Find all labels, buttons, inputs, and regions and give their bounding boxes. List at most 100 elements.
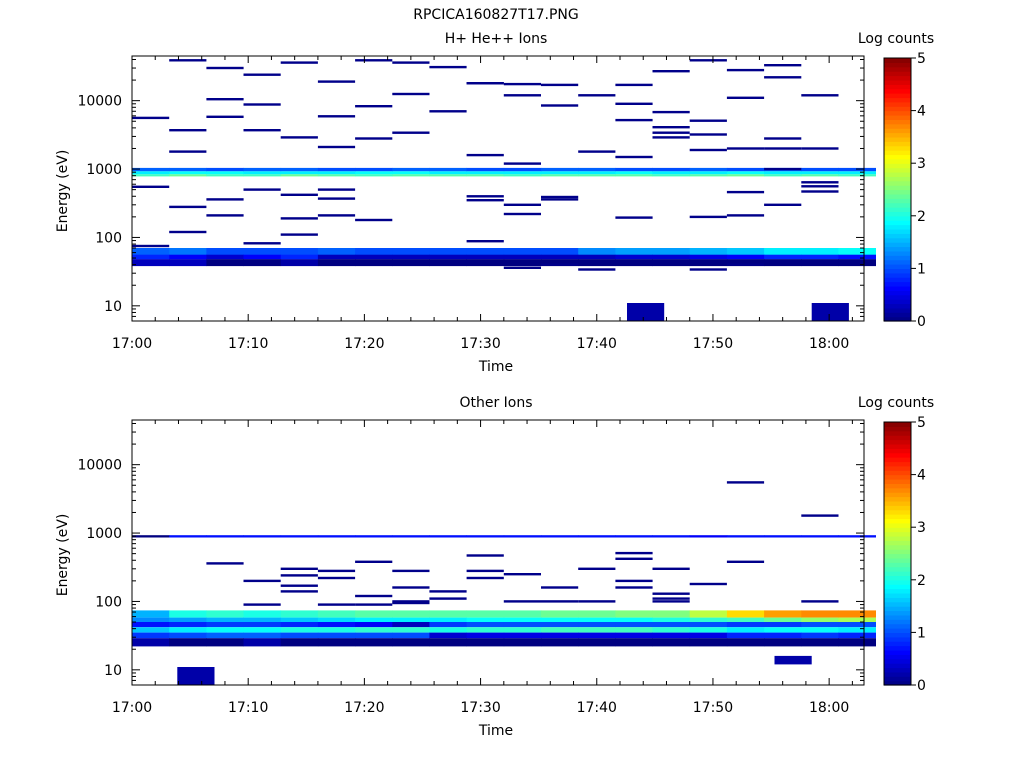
y-ticks: 10 100 1000 10000 [77, 58, 864, 322]
heatmap-cell [764, 259, 802, 267]
heatmap-cell [615, 610, 653, 618]
heatmap-cell [317, 259, 356, 267]
heatmap-cell [280, 590, 318, 593]
y-tick-label: 10000 [77, 94, 122, 110]
heatmap-cell [652, 259, 691, 267]
heatmap-cell [317, 622, 356, 628]
heatmap-cell [541, 622, 579, 628]
colorbar-tick-label: 4 [917, 104, 926, 120]
heatmap-cell [392, 610, 430, 618]
heatmap-cell [280, 171, 319, 175]
heatmap-cell [541, 83, 579, 87]
heatmap-cell [243, 188, 281, 191]
colorbar-segment [884, 645, 911, 651]
heatmap-cell [801, 259, 839, 267]
heatmap-cell [503, 622, 542, 628]
heatmap-cell [243, 254, 282, 260]
heatmap-cell [726, 535, 765, 538]
colorbar-segment [884, 211, 911, 217]
heatmap-cell [764, 632, 802, 639]
heatmap-cell [466, 171, 505, 175]
colorbar-segment [884, 470, 911, 476]
colorbar-segment [884, 422, 911, 427]
heatmap-cell [280, 638, 319, 647]
heatmap-cell [541, 627, 579, 633]
heatmap-cell [726, 214, 765, 217]
colorbar-segment [884, 136, 911, 142]
x-ticks: 17:00 17:10 17:20 17:30 17:40 17:50 18:00 [112, 56, 853, 352]
heatmap-cell [169, 617, 207, 622]
heatmap-cell [355, 259, 393, 267]
colorbar-segment [884, 549, 911, 555]
heatmap-cell [177, 667, 215, 685]
colorbar-segment [884, 312, 911, 318]
heatmap-cell [652, 632, 691, 639]
heatmap-cell [838, 617, 876, 622]
heatmap-cell [280, 193, 318, 196]
colorbar-segment [884, 202, 911, 208]
heatmap-cell [169, 205, 207, 209]
heatmap-cell [206, 617, 244, 622]
colorbar-segment [884, 299, 911, 305]
heatmap-cell [503, 212, 541, 216]
heatmap-cell [429, 171, 467, 175]
colorbar-segment [884, 272, 911, 278]
heatmap-cell [689, 259, 728, 267]
heatmap-cell [206, 638, 244, 647]
heatmap-cell [615, 102, 653, 105]
heatmap-cell [169, 610, 207, 618]
colorbar-segment [884, 465, 911, 471]
colorbar-segment [884, 448, 911, 454]
heatmap-cell [652, 248, 691, 256]
heatmap-cell [355, 627, 393, 633]
heatmap-cell [243, 632, 282, 639]
heatmap-cell [615, 216, 653, 219]
heatmap-cell [392, 535, 430, 538]
heatmap-cell [503, 94, 541, 97]
heatmap-cell [429, 174, 467, 177]
colorbar-tick-label: 3 [917, 520, 926, 536]
heatmap-cell [466, 153, 504, 157]
colorbar-segment [884, 505, 911, 511]
y-tick-label: 100 [95, 230, 122, 246]
heatmap-cell [206, 562, 244, 565]
colorbar-segment [884, 290, 911, 296]
heatmap-cell [280, 632, 319, 639]
heatmap-cell [317, 254, 356, 260]
heatmap-cell [317, 197, 356, 200]
heatmap-cell [801, 185, 839, 188]
heatmap-cell [317, 638, 356, 647]
heatmap-cell [466, 167, 505, 172]
heatmap-cell [503, 171, 542, 175]
heatmap-cell [280, 567, 318, 570]
colorbar-segment [884, 667, 911, 673]
heatmap-cell [689, 171, 728, 175]
colorbar-segment [884, 242, 911, 248]
heatmap-cell [392, 61, 430, 64]
colorbar-segment [884, 119, 911, 125]
heatmap-cell [764, 610, 802, 618]
heatmap-cell [392, 586, 430, 589]
colorbar-segment [884, 597, 911, 603]
colorbar-segment [884, 588, 911, 594]
colorbar-segment [884, 461, 911, 467]
heatmap-cell [615, 167, 653, 172]
colorbar-segment [884, 158, 911, 164]
colorbar-segment [884, 93, 911, 99]
heatmap-cell [206, 248, 244, 256]
heatmap-cell [317, 610, 356, 618]
heatmap-cell [764, 535, 802, 538]
colorbar-segment [884, 531, 911, 537]
heatmap-cell [206, 610, 244, 618]
heatmap-cell [280, 574, 318, 577]
heatmap-cell [243, 622, 282, 628]
heatmap-cell [132, 632, 170, 639]
heatmap-cell [764, 171, 802, 175]
colorbar-segment [884, 514, 911, 520]
heatmap-cell [466, 82, 504, 85]
heatmap-cell [726, 263, 765, 266]
colorbar-segment [884, 492, 911, 498]
heatmap-cell [206, 627, 244, 633]
colorbar-tick-label: 2 [917, 573, 926, 589]
heatmap-cell [169, 150, 207, 153]
